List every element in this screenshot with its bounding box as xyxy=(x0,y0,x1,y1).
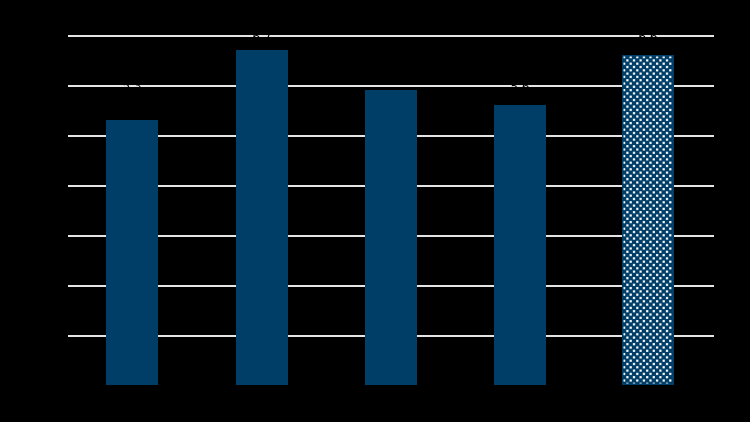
bar xyxy=(365,90,417,385)
bar xyxy=(494,105,546,385)
bar-hatched xyxy=(622,55,674,385)
bar-value-label: 5.9 xyxy=(381,72,401,86)
bar xyxy=(106,120,158,385)
bar-value-label: 6.7 xyxy=(252,30,272,44)
gridline xyxy=(68,85,714,87)
bar-value-label: 5.6 xyxy=(510,80,530,94)
gridline xyxy=(68,35,714,37)
bar-value-label: 5.3 xyxy=(122,79,142,93)
bar-value-label: 6.6 xyxy=(638,30,658,44)
bar xyxy=(236,50,288,385)
